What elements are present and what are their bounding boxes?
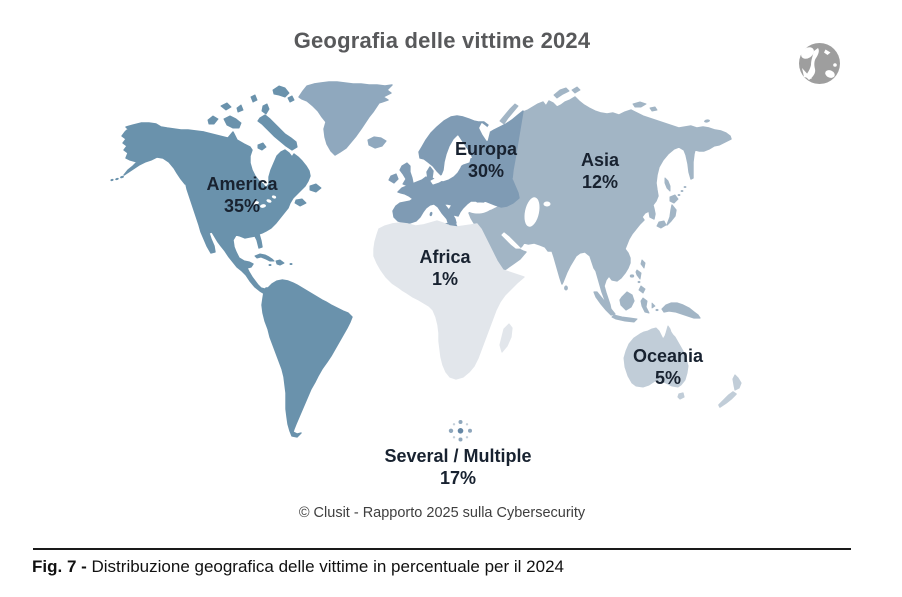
svg-text:35%: 35% [224,196,260,216]
svg-text:Several / Multiple: Several / Multiple [384,446,531,466]
svg-text:America: America [206,174,278,194]
svg-text:1%: 1% [432,269,458,289]
svg-text:Africa: Africa [419,247,471,267]
svg-text:Oceania: Oceania [633,346,704,366]
svg-text:17%: 17% [440,468,476,488]
svg-text:12%: 12% [582,172,618,192]
svg-text:Asia: Asia [581,150,620,170]
svg-text:5%: 5% [655,368,681,388]
svg-text:30%: 30% [468,161,504,181]
svg-text:Europa: Europa [455,139,518,159]
